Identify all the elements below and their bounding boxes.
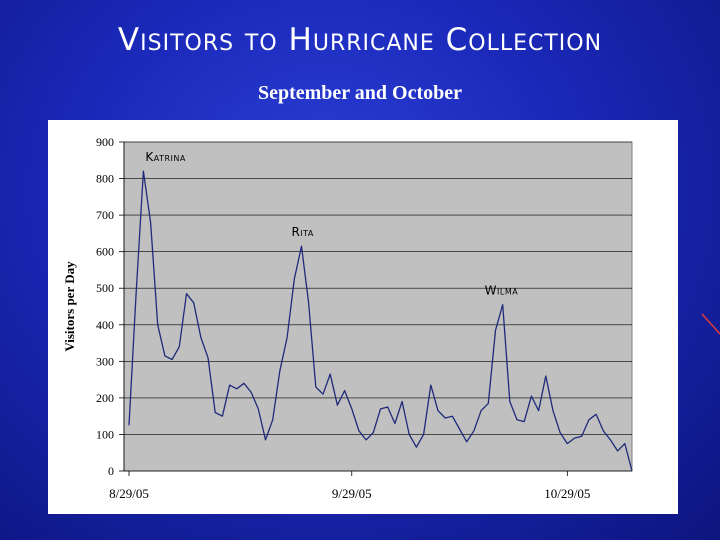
annotation-label: Rita: [291, 225, 313, 239]
data-point: [265, 439, 267, 441]
data-point: [193, 302, 195, 304]
y-tick-label: 700: [96, 208, 114, 222]
data-point: [509, 401, 511, 403]
data-point: [222, 415, 224, 417]
annotation-label: Wilma: [485, 284, 519, 298]
data-point: [373, 432, 375, 434]
data-point: [293, 278, 295, 280]
x-tick-label: 8/29/05: [109, 486, 149, 501]
data-point: [128, 425, 130, 427]
data-point: [258, 408, 260, 410]
plot-area: [123, 141, 633, 472]
annotation-label: Katrina: [145, 150, 186, 164]
data-point: [387, 406, 389, 408]
data-point: [416, 446, 418, 448]
data-point: [523, 421, 525, 423]
data-point: [207, 357, 209, 359]
data-point: [631, 470, 633, 472]
data-point: [200, 337, 202, 339]
data-point: [394, 423, 396, 425]
data-point: [459, 428, 461, 430]
data-point: [487, 403, 489, 405]
data-point: [150, 222, 152, 224]
data-point: [250, 392, 252, 394]
data-point: [531, 395, 533, 397]
data-point: [179, 346, 181, 348]
decorative-line: [701, 313, 720, 335]
data-point: [588, 419, 590, 421]
y-tick-label: 500: [96, 281, 114, 295]
data-point: [308, 302, 310, 304]
x-tick-label: 9/29/05: [332, 486, 372, 501]
y-tick-label: 900: [96, 135, 114, 149]
data-point: [279, 370, 281, 372]
visitors-line-chart: 0 100 200 300 400 500 600 700 800 900 8/29/05 9/29/…: [62, 135, 633, 501]
data-point: [430, 384, 432, 386]
data-point: [545, 375, 547, 377]
data-point: [322, 393, 324, 395]
data-point: [380, 408, 382, 410]
series-line: [128, 170, 633, 472]
y-axis-label: Visitors per Day: [62, 261, 77, 352]
data-point: [164, 355, 166, 357]
data-point: [602, 430, 604, 432]
data-point: [495, 329, 497, 331]
data-point: [214, 412, 216, 414]
data-point: [444, 417, 446, 419]
y-tick-label: 600: [96, 245, 114, 259]
data-point: [243, 382, 245, 384]
data-point: [538, 410, 540, 412]
data-point: [466, 441, 468, 443]
data-point: [236, 388, 238, 390]
y-tick-label: 100: [96, 427, 114, 441]
data-point: [423, 434, 425, 436]
data-point: [351, 408, 353, 410]
slide-subtitle: September and October: [257, 82, 463, 104]
data-point: [516, 419, 518, 421]
data-point: [229, 384, 231, 386]
data-point: [286, 337, 288, 339]
data-point: [186, 293, 188, 295]
data-point: [135, 291, 137, 293]
y-tick-label: 300: [96, 354, 114, 368]
data-point: [452, 415, 454, 417]
data-point: [552, 410, 554, 412]
data-point: [408, 434, 410, 436]
data-point: [329, 373, 331, 375]
data-point: [157, 324, 159, 326]
data-point: [337, 404, 339, 406]
data-point: [401, 401, 403, 403]
slide-title: Visitors to Hurricane Collection: [117, 22, 603, 58]
data-point: [344, 390, 346, 392]
data-point: [171, 359, 173, 361]
data-point: [365, 439, 367, 441]
data-point: [567, 443, 569, 445]
data-point: [358, 430, 360, 432]
y-tick-label: 0: [108, 464, 114, 478]
x-tick-label: 10/29/05: [544, 486, 590, 501]
data-point: [480, 410, 482, 412]
data-point: [437, 410, 439, 412]
data-point: [143, 170, 145, 172]
data-point: [581, 435, 583, 437]
data-point: [595, 414, 597, 416]
data-point: [559, 432, 561, 434]
data-point: [574, 437, 576, 439]
data-point: [301, 245, 303, 247]
data-point: [272, 419, 274, 421]
data-point: [502, 304, 504, 306]
data-point: [610, 439, 612, 441]
y-tick-label: 200: [96, 391, 114, 405]
data-point: [473, 430, 475, 432]
y-tick-label: 800: [96, 172, 114, 186]
data-point: [315, 386, 317, 388]
chart-panel: 0 100 200 300 400 500 600 700 800 900 8/29/05 9/29/…: [48, 120, 678, 514]
data-point: [624, 443, 626, 445]
y-tick-label: 400: [96, 318, 114, 332]
data-point: [617, 450, 619, 452]
